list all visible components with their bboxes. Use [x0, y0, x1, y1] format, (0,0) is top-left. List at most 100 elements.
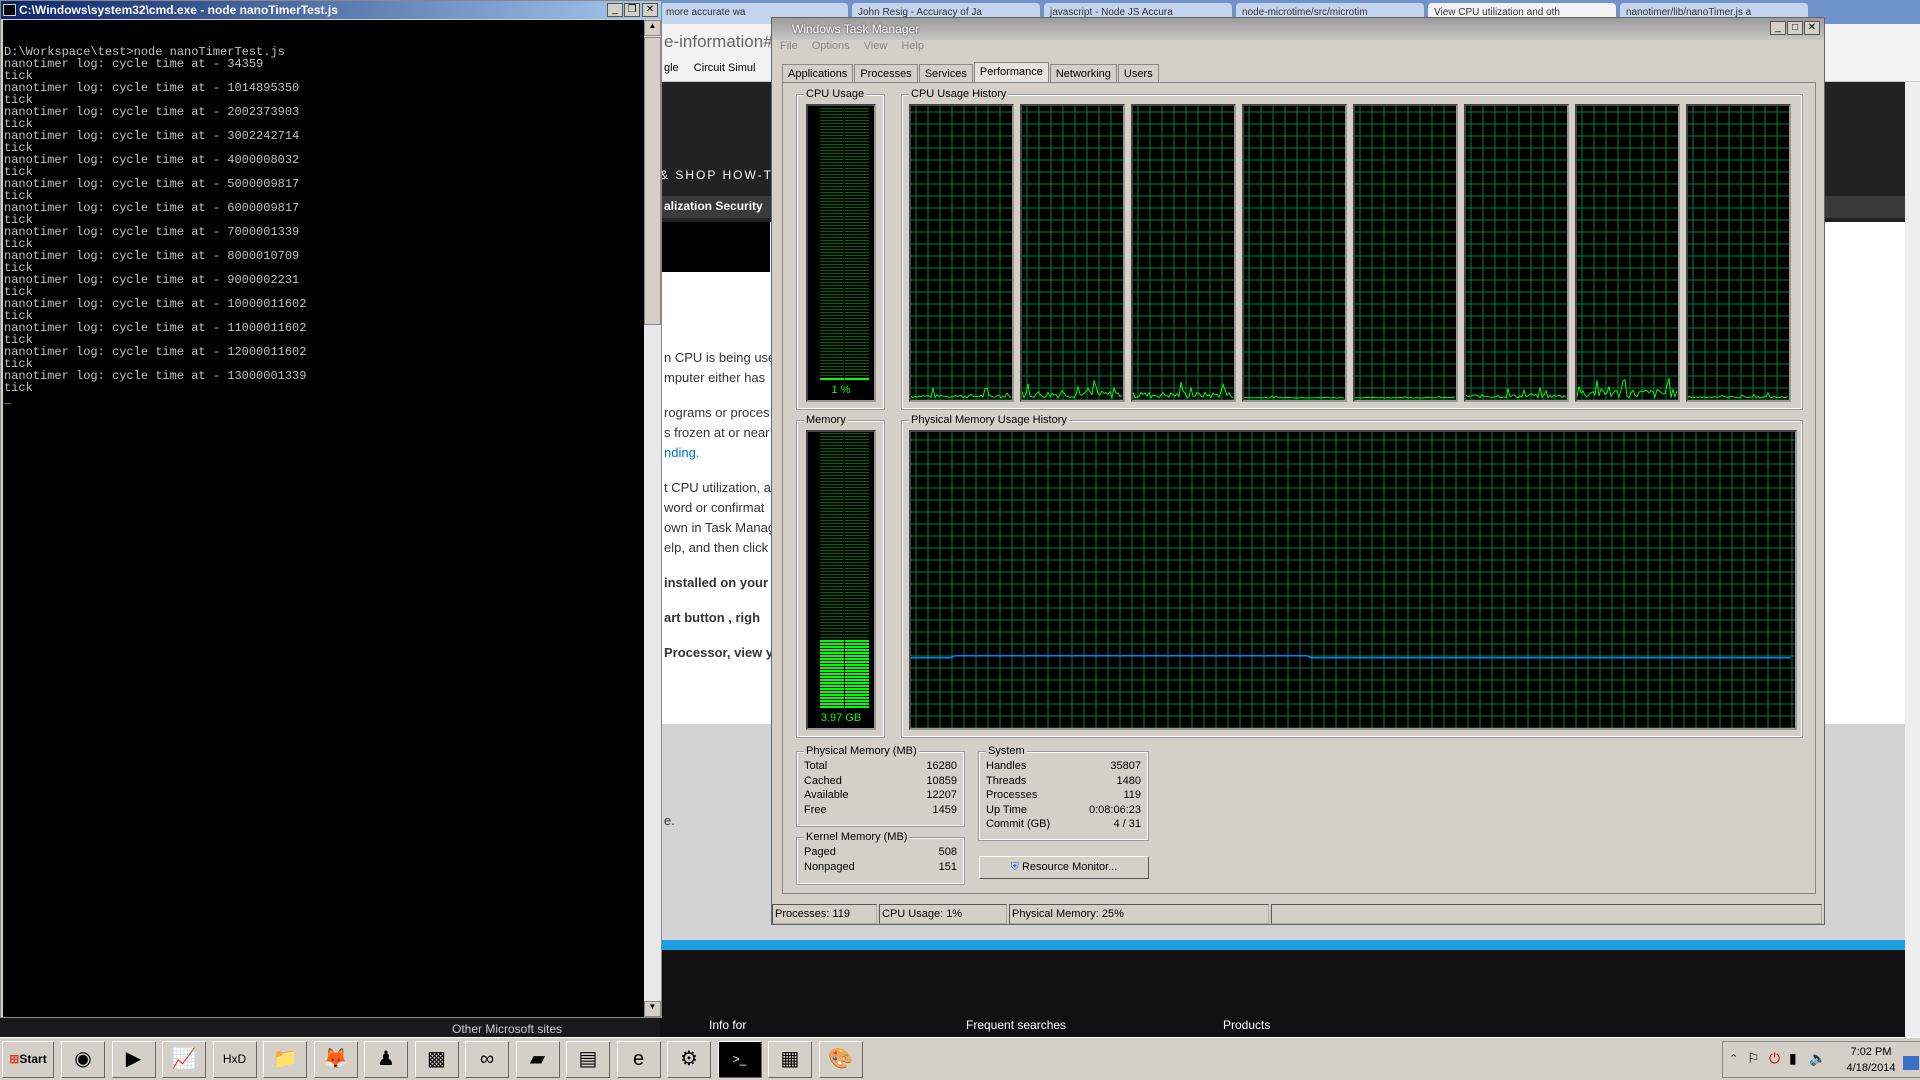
meter-segment	[845, 288, 869, 289]
internet-explorer-icon[interactable]: e	[616, 1041, 661, 1078]
meter-segment	[845, 303, 869, 304]
minecraft-icon[interactable]: ▩	[414, 1041, 459, 1078]
meter-segment	[845, 673, 869, 675]
meter-segment	[845, 279, 869, 280]
minimize-button[interactable]: _	[607, 3, 623, 17]
restore-button[interactable]: ❐	[624, 3, 640, 17]
volume-icon[interactable]: 🔈	[1809, 1050, 1827, 1066]
scroll-down-arrow[interactable]: ▼	[644, 1001, 661, 1017]
browser-scrollbar[interactable]	[1905, 82, 1920, 1037]
meter-segment	[845, 108, 869, 109]
meter-segment	[820, 469, 844, 470]
page-nav[interactable]: & SHOP HOW-T	[660, 168, 771, 182]
meter-segment	[820, 535, 844, 536]
chrome-icon[interactable]: ◉	[61, 1041, 105, 1078]
menu-view[interactable]: View	[863, 40, 888, 52]
window-app-icon[interactable]: ▤	[566, 1041, 610, 1078]
power-icon[interactable]: ⏻	[1769, 1050, 1781, 1066]
meter-segment	[820, 670, 844, 672]
meter-segment	[820, 610, 844, 611]
meter-segment	[820, 156, 844, 157]
meter-segment	[845, 300, 869, 301]
file-explorer-icon[interactable]: 📁	[263, 1041, 307, 1078]
meter-segment	[845, 508, 869, 509]
stat-value: 16280	[926, 760, 957, 772]
meter-segment	[820, 433, 844, 434]
figure-app-icon[interactable]: ♟	[364, 1041, 408, 1078]
meter-segment	[845, 339, 869, 340]
meter-segment	[845, 481, 869, 482]
clock-date[interactable]: 4/18/2014	[1846, 1062, 1896, 1074]
menu-file[interactable]: File	[780, 40, 798, 52]
meter-segment	[845, 312, 869, 313]
meter-segment	[845, 258, 869, 259]
minimize-button[interactable]: _	[1770, 21, 1786, 35]
meter-segment	[820, 222, 844, 223]
menu-options[interactable]: Options	[811, 40, 850, 52]
footer-info-for[interactable]: Info for	[709, 1018, 747, 1032]
meter-segment	[845, 634, 869, 635]
tab-performance[interactable]: Performance	[973, 62, 1049, 83]
meter-segment	[820, 237, 844, 238]
meter-segment	[845, 207, 869, 208]
meter-segment	[845, 156, 869, 157]
tab-applications[interactable]: Applications	[782, 64, 854, 83]
tab-services[interactable]: Services	[918, 64, 973, 83]
show-hidden-icons[interactable]: ⌃	[1729, 1053, 1739, 1065]
scroll-thumb[interactable]	[644, 37, 661, 325]
tab-users[interactable]: Users	[1117, 64, 1159, 83]
meter-segment	[820, 336, 844, 337]
meter-segment	[820, 586, 844, 587]
cmd-scrollbar[interactable]: ▲ ▼	[644, 20, 661, 1017]
console-output[interactable]: D:\Workspace\test>node nanoTimerTest.js …	[3, 20, 644, 1017]
meter-segment	[845, 195, 869, 196]
footer-products[interactable]: Products	[1223, 1018, 1271, 1032]
paint-icon[interactable]: 🎨	[818, 1041, 863, 1078]
firefox-icon[interactable]: 🦊	[313, 1041, 358, 1078]
meter-segment	[820, 577, 844, 578]
close-button[interactable]: ✕	[642, 3, 658, 17]
meter-segment	[845, 345, 869, 346]
meter-segment	[845, 315, 869, 316]
cmd-icon[interactable]: >_	[717, 1041, 762, 1078]
meter-segment	[845, 643, 869, 645]
meter-segment	[845, 282, 869, 283]
green-app-icon[interactable]: ▰	[515, 1041, 560, 1078]
tab-processes[interactable]: Processes	[854, 64, 918, 83]
meter-segment	[820, 643, 844, 645]
bookmark-circuit-simulator[interactable]: Circuit Simul	[693, 62, 756, 74]
start-button[interactable]: ⊞Start	[2, 1041, 54, 1078]
tab-networking[interactable]: Networking	[1049, 64, 1117, 83]
media-player-icon[interactable]: ▶	[111, 1041, 156, 1078]
article-line[interactable]: nding.	[664, 445, 700, 460]
meter-segment	[820, 598, 844, 599]
footer-frequent-searches[interactable]: Frequent searches	[966, 1018, 1067, 1032]
arduino-icon[interactable]: ∞	[465, 1041, 509, 1078]
footer-other-sites[interactable]: Other Microsoft sites	[452, 1022, 563, 1036]
stat-value: 151	[938, 860, 957, 873]
meter-segment	[845, 204, 869, 205]
meter-segment	[845, 168, 869, 169]
hxd-icon[interactable]: HxD	[212, 1041, 257, 1078]
kernel-memory-group: Kernel Memory (MB) Paged 508 Nonpaged 151	[796, 831, 965, 885]
page-subnav-links[interactable]: alization Security	[664, 199, 763, 213]
chart-app-icon[interactable]: 📈	[162, 1041, 206, 1078]
clock-time[interactable]: 7:02 PM	[1850, 1046, 1892, 1058]
bookmark[interactable]: gle	[664, 62, 679, 74]
network-icon[interactable]: ▮	[1789, 1050, 1797, 1066]
meter-segment	[845, 114, 869, 115]
meter-segment	[845, 586, 869, 587]
meter-segment	[820, 616, 844, 617]
stat-label: Handles	[986, 760, 1027, 772]
scroll-up-arrow[interactable]: ▲	[644, 20, 661, 36]
show-desktop-button[interactable]	[1903, 1056, 1919, 1070]
close-button[interactable]: ✕	[1804, 21, 1820, 35]
meter-segment	[845, 499, 869, 500]
resource-monitor-button[interactable]: ⛨ Resource Monitor...	[979, 856, 1149, 879]
task-manager-icon[interactable]: ▦	[768, 1041, 812, 1078]
flag-icon[interactable]: ⚐	[1747, 1050, 1760, 1066]
stat-value: 10859	[926, 774, 957, 787]
steam-icon[interactable]: ⚙	[667, 1041, 711, 1078]
maximize-button[interactable]: □	[1787, 21, 1803, 35]
menu-help[interactable]: Help	[901, 40, 924, 52]
